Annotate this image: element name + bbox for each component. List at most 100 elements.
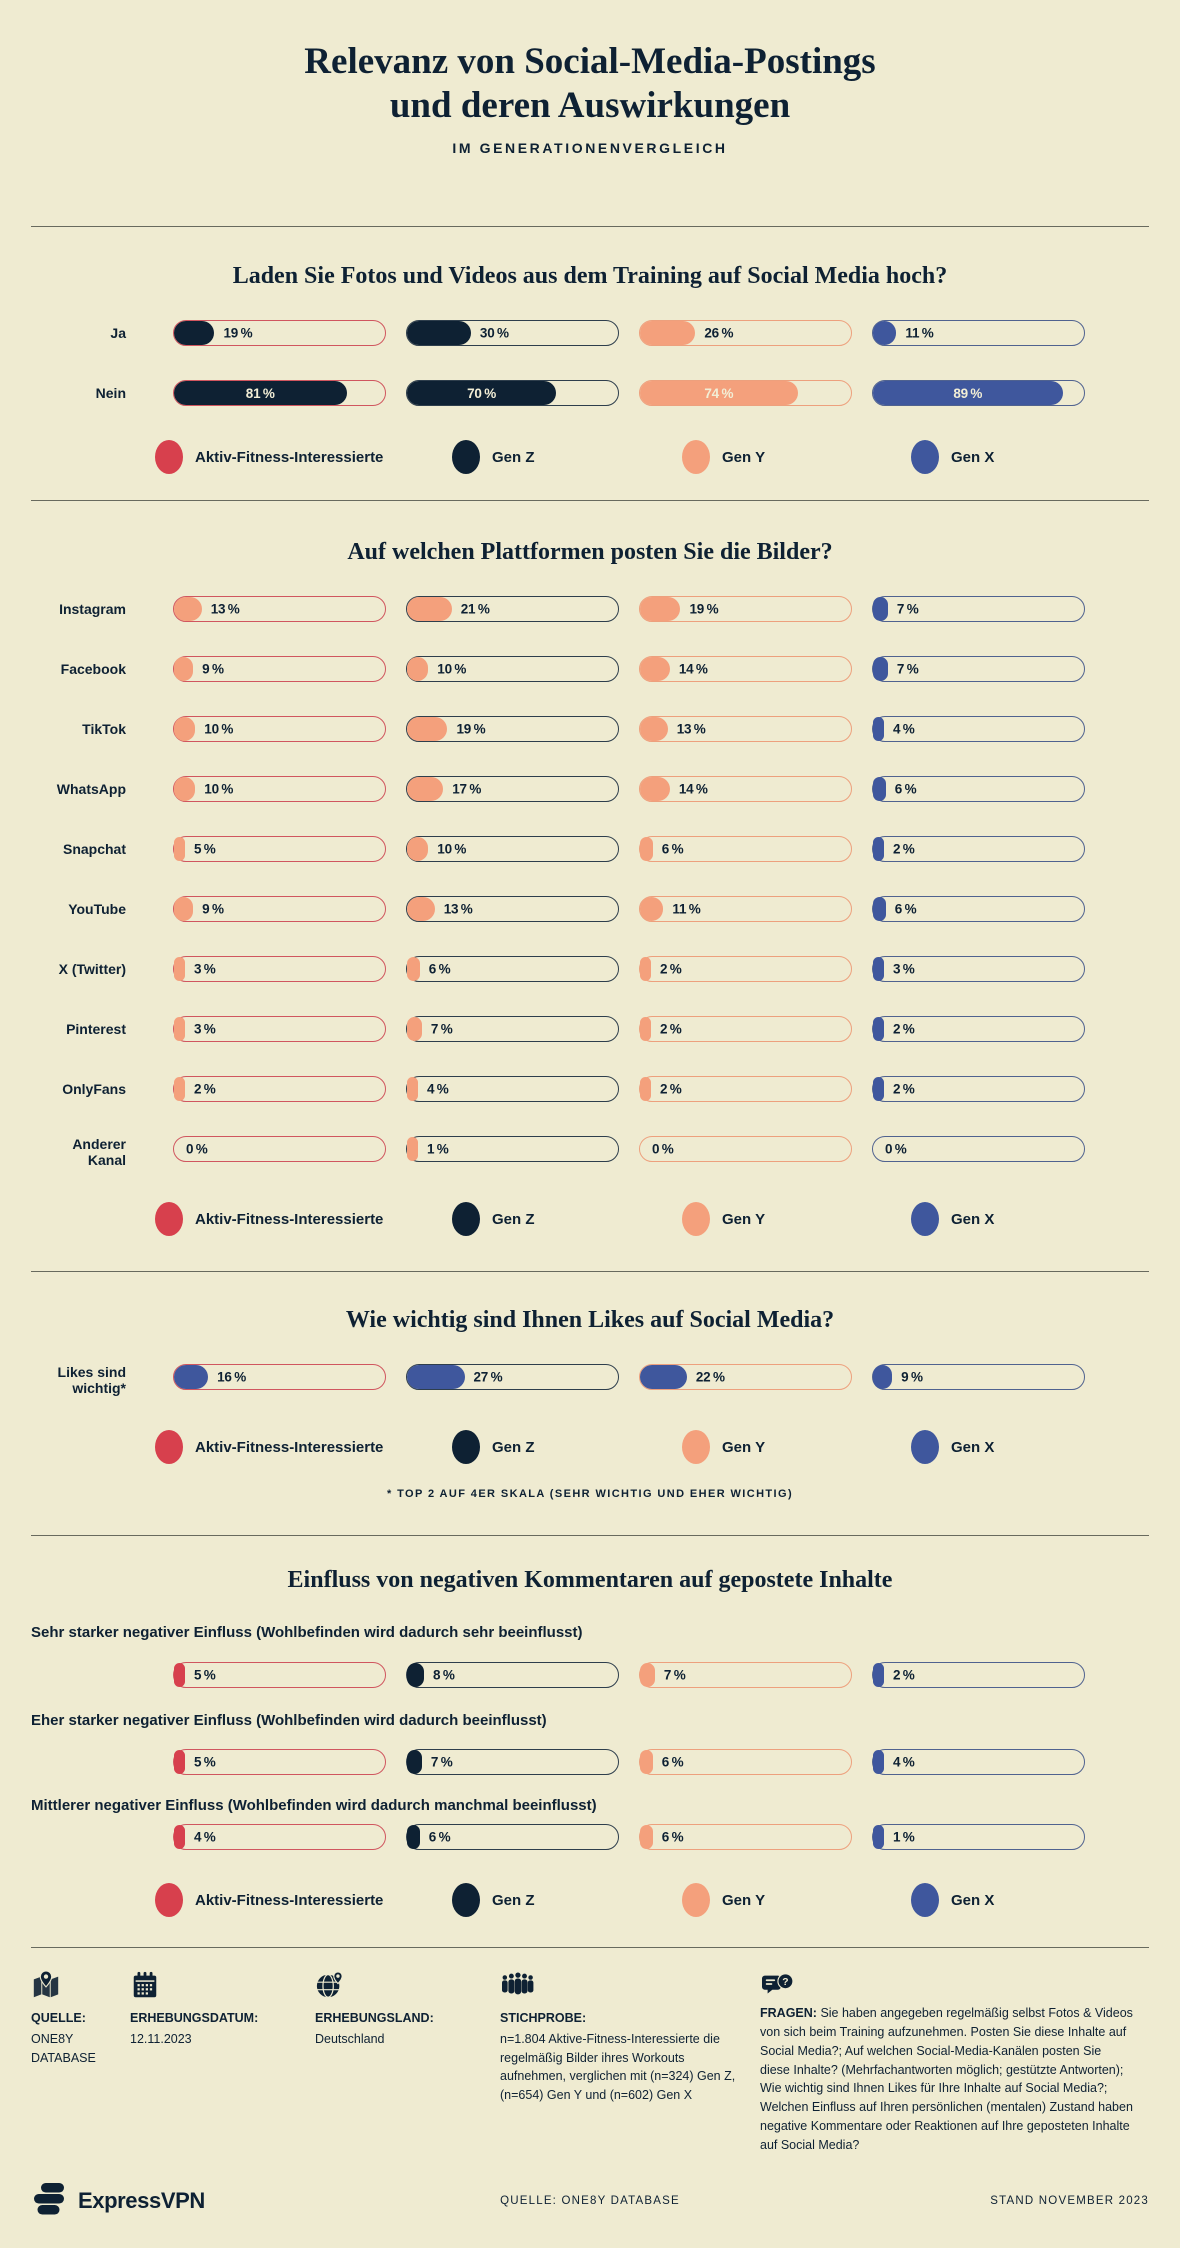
bar-track: 10 %: [173, 776, 386, 802]
bar-value: 8 %: [433, 1667, 455, 1683]
footer-label: ERHEBUNGSDATUM:: [130, 2011, 259, 2026]
bar-value: 9 %: [901, 1369, 923, 1385]
bar-track: 2 %: [872, 1662, 1085, 1689]
chart-row: 5 % 8 % 7 % 2 %: [31, 1662, 1180, 1689]
bar-fill: [873, 1750, 884, 1775]
bar-value: 17 %: [452, 781, 482, 797]
map-pin-icon: [31, 1970, 114, 2002]
bar-track: 6 %: [406, 956, 619, 982]
bar-track: 3 %: [173, 1016, 386, 1042]
chart-row: WhatsApp 10 % 17 % 14 % 6 %: [31, 776, 1180, 802]
bar-value: 0 %: [186, 1141, 208, 1157]
bar-fill: [174, 1663, 185, 1688]
bar-value: 3 %: [893, 961, 915, 977]
chart-row: X (Twitter) 3 % 6 % 2 % 3 %: [31, 956, 1180, 982]
calendar-icon: [130, 1970, 299, 2002]
legend-item: Gen Z: [452, 1883, 535, 1918]
bar-fill: [873, 1825, 884, 1850]
bar-value: 7 %: [663, 1667, 686, 1683]
bar-track: 74 %: [639, 380, 852, 406]
bar-track: 7 %: [406, 1016, 619, 1042]
bar-track: 6 %: [639, 836, 852, 862]
bar-value: 6 %: [894, 781, 917, 797]
chart-row: Facebook 9 % 10 % 14 % 7 %: [31, 656, 1180, 682]
legend-dot-icon: [682, 1202, 710, 1237]
chart-row: Nein 81 % 70 % 74 % 89 %: [31, 380, 1180, 406]
legend-dot-icon: [155, 440, 183, 474]
bar-value: 26 %: [704, 325, 734, 341]
legend-dot-icon: [682, 440, 710, 474]
header: Relevanz von Social-Media-Postings und de…: [0, 0, 1180, 156]
bar-fill: [407, 837, 429, 861]
bar-value: 19 %: [689, 601, 719, 617]
bar-fill: [174, 897, 194, 921]
bar-track: 5 %: [173, 1662, 386, 1689]
bar-track: 11 %: [872, 320, 1085, 346]
row-label: TikTok: [82, 720, 126, 737]
bar-value: 6 %: [428, 961, 451, 977]
bar-fill: [174, 321, 215, 345]
bar-value: 6 %: [894, 901, 917, 917]
bar-value: 5 %: [194, 1667, 216, 1683]
footer-text: ONE8Y DATABASE: [31, 2031, 96, 2065]
bar-track: 6 %: [872, 776, 1085, 802]
bar-track: 21 %: [406, 596, 619, 622]
bar-fill: 70 %: [407, 381, 557, 405]
bar-fill: [640, 1365, 687, 1390]
bar-track: 2 %: [639, 1076, 852, 1102]
bar-fill: [873, 1365, 893, 1390]
bar-value: 5 %: [194, 1754, 216, 1770]
bar-fill: [174, 657, 194, 681]
bar-value: 13 %: [676, 721, 706, 737]
bar-fill: [873, 1663, 884, 1688]
legend-label: Gen X: [951, 448, 995, 466]
bar-value: 2 %: [660, 961, 682, 977]
legend-label: Gen Y: [722, 1210, 766, 1228]
bar-value: 30 %: [479, 325, 509, 341]
chart-row: YouTube 9 % 13 % 11 % 6 %: [31, 896, 1180, 922]
legend-dot-icon: [682, 1883, 710, 1918]
bar-track: 10 %: [406, 836, 619, 862]
bar-track: 4 %: [872, 716, 1085, 742]
bar-value: 3 %: [194, 1021, 216, 1037]
chart-rows: Sehr starker negativer Einfluss (Wohlbef…: [0, 1623, 1180, 1851]
divider: [31, 1271, 1149, 1273]
legend-dot-icon: [682, 1430, 710, 1465]
legend-label: Gen Y: [722, 448, 766, 466]
svg-text:?: ?: [782, 1977, 788, 1988]
bottom-bar: ExpressVPN QUELLE: ONE8Y DATABASE STAND …: [31, 2178, 1149, 2224]
bar-value: 81 %: [245, 385, 275, 401]
bar-track: 7 %: [872, 596, 1085, 622]
bar-fill: [407, 321, 471, 345]
legend-dot-icon: [911, 1430, 939, 1465]
bar-fill: [174, 1077, 185, 1101]
bar-value: 11 %: [905, 325, 934, 341]
section-likes: Wie wichtig sind Ihnen Likes auf Social …: [0, 1305, 1180, 1500]
page-title: Relevanz von Social-Media-Postings und de…: [304, 41, 876, 126]
bar-value: 2 %: [893, 1021, 915, 1037]
legend-label: Gen X: [951, 1438, 995, 1456]
bar-fill: [174, 957, 185, 981]
bar-track: 5 %: [173, 836, 386, 862]
footer-col-land: ERHEBUNGSLAND: Deutschland: [315, 1970, 500, 2154]
bar-track: 16 %: [173, 1364, 386, 1391]
bar-track: 13 %: [173, 596, 386, 622]
bar-value: 89 %: [953, 385, 983, 401]
divider: [31, 1947, 1149, 1949]
bar-value: 74 %: [704, 385, 734, 401]
bar-fill: [174, 1825, 185, 1850]
bar-fill: [640, 657, 670, 681]
divider: [31, 226, 1149, 227]
bar-fill: [407, 957, 420, 981]
bar-value: 19 %: [223, 325, 253, 341]
bar-value: 22 %: [695, 1369, 725, 1385]
bar-track: 4 %: [872, 1749, 1085, 1776]
chart-rows: Instagram 13 % 21 % 19 % 7 % Facebook 9 % 10 % 1…: [0, 596, 1180, 1168]
bar-fill: [407, 777, 444, 801]
footer-col-stichprobe: STICHPROBE: n=1.804 Aktive-Fitness-Inter…: [500, 1970, 760, 2154]
bar-track: 19 %: [406, 716, 619, 742]
bar-fill: [640, 777, 670, 801]
bar-value: 6 %: [661, 1754, 684, 1770]
legend-label: Gen Z: [492, 1210, 535, 1228]
bar-fill: [407, 1663, 425, 1688]
